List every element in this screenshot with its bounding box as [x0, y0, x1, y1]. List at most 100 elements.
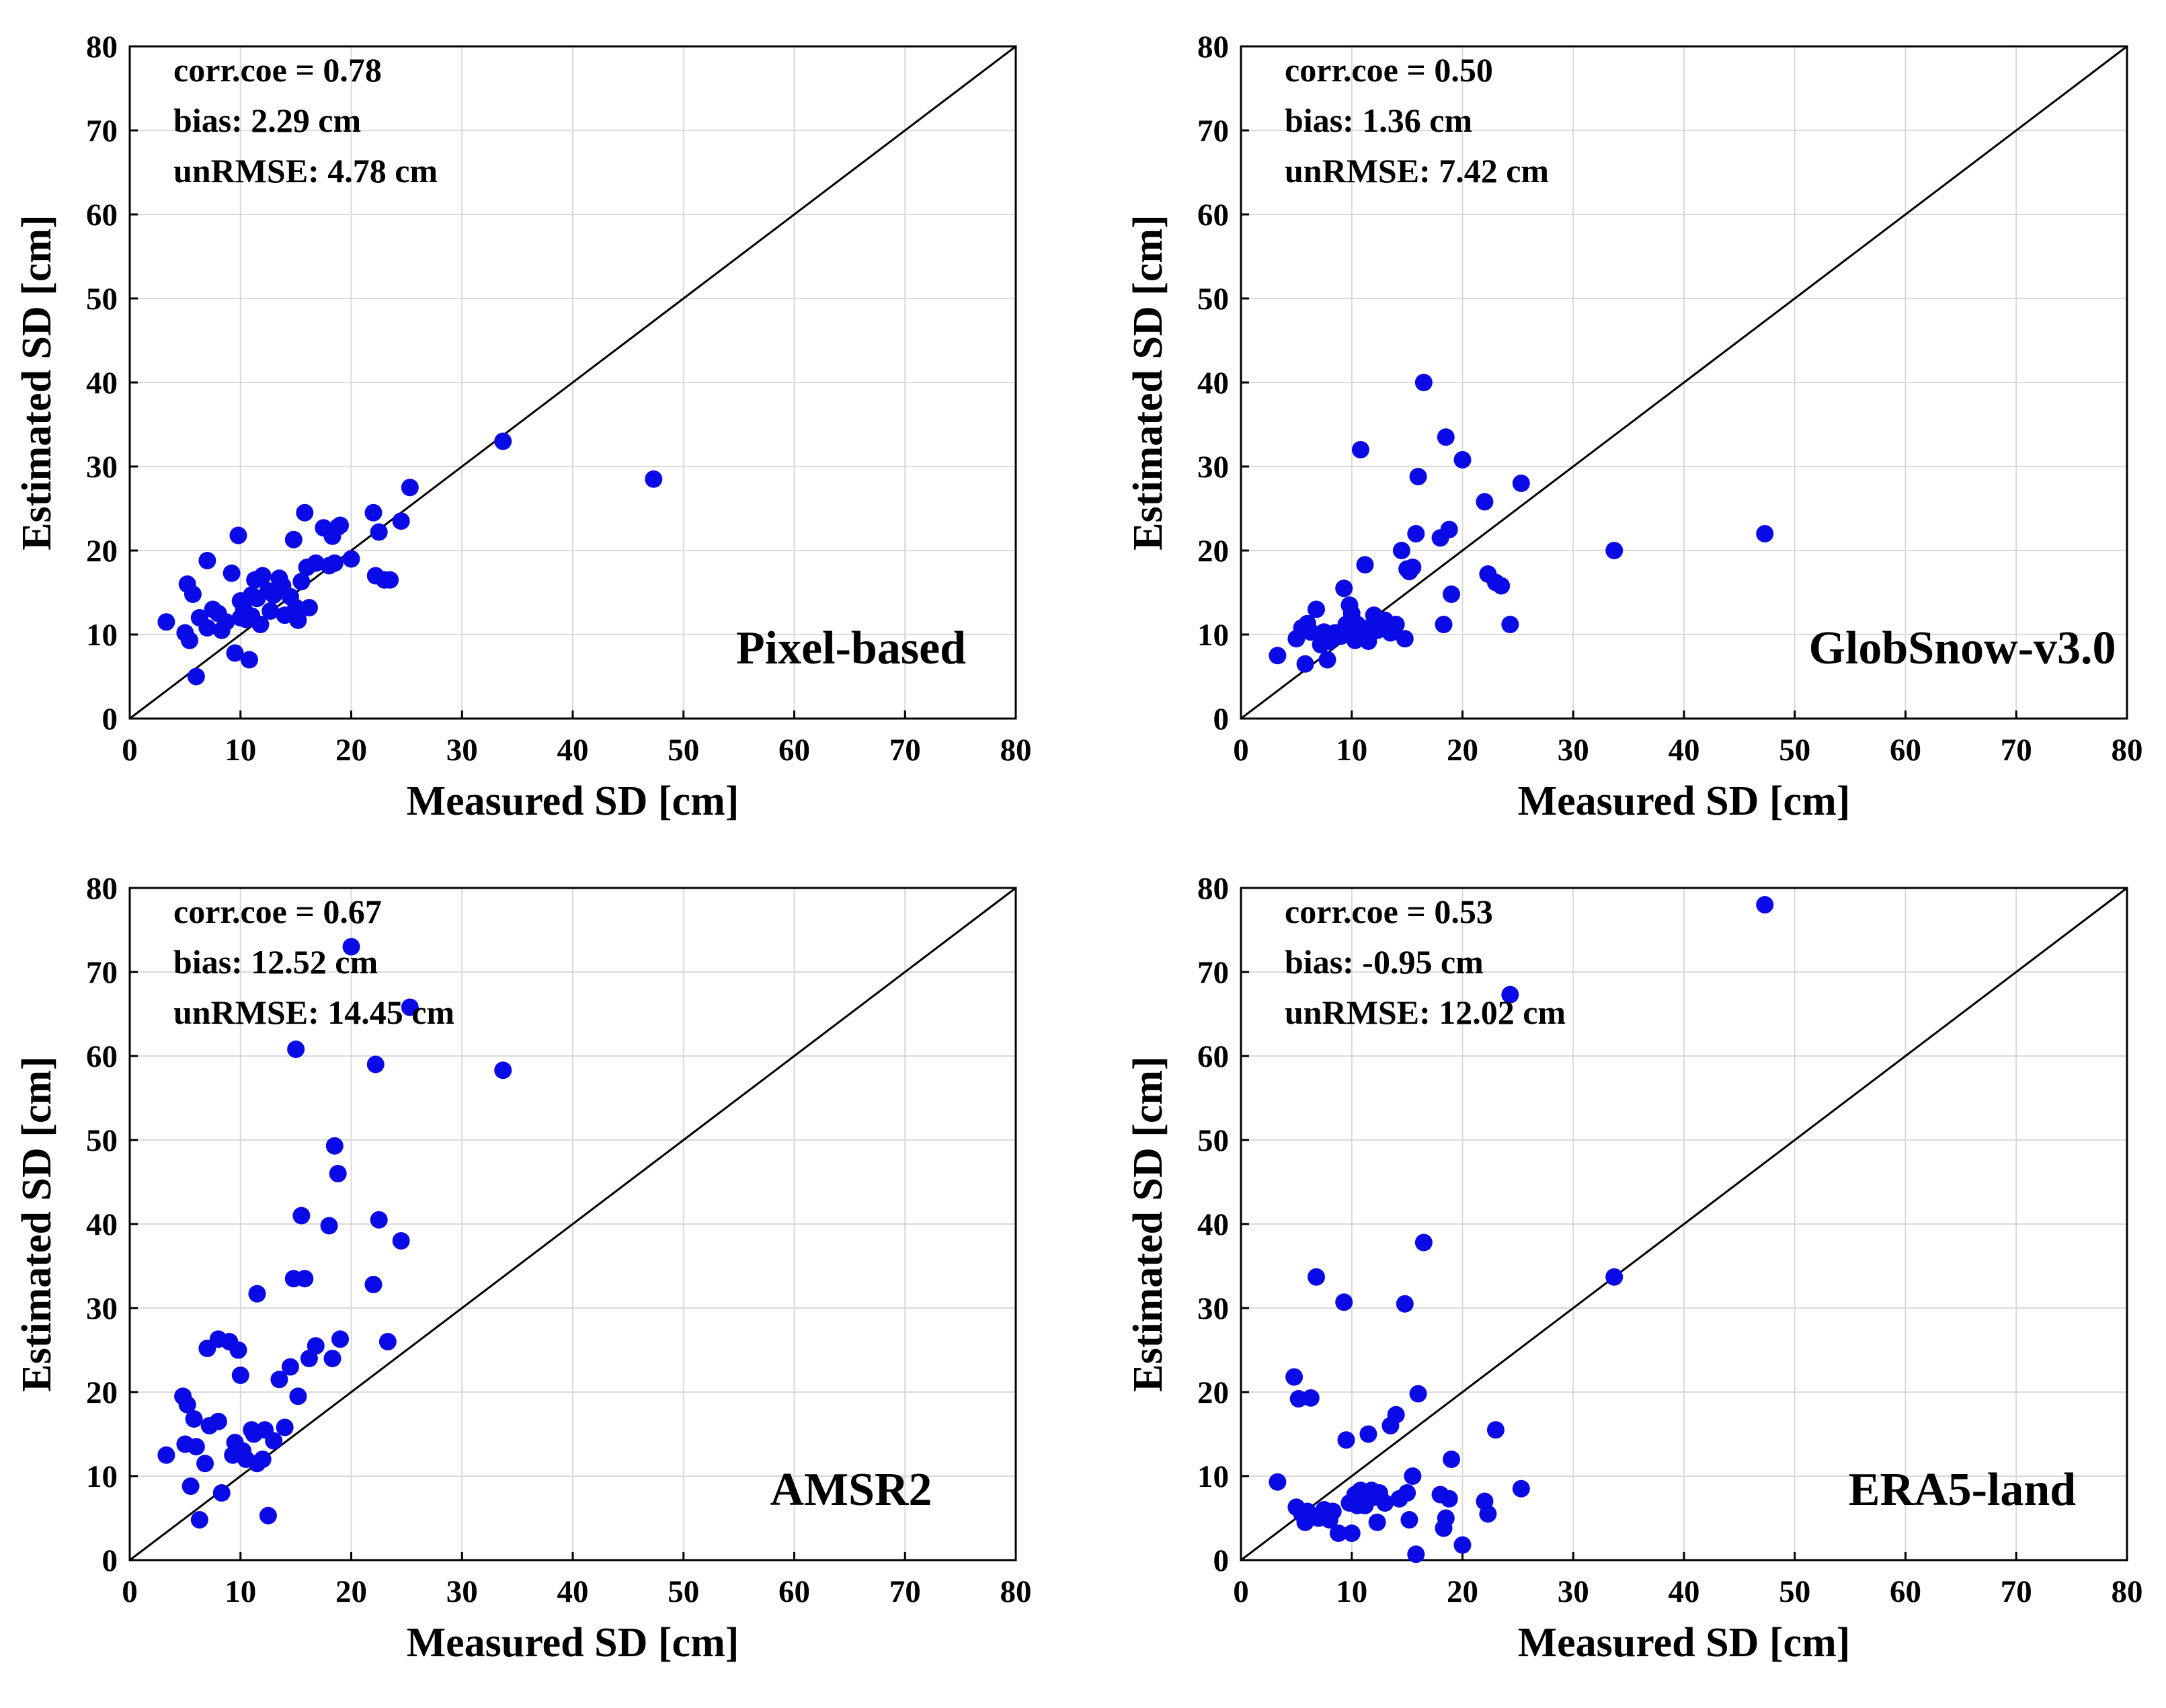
data-point [1368, 1513, 1386, 1531]
y-tick-label: 40 [86, 366, 118, 401]
y-tick-label: 50 [1197, 282, 1229, 317]
data-point [240, 651, 258, 669]
data-point [187, 1438, 205, 1456]
y-tick-label: 10 [86, 618, 118, 653]
data-point [1359, 1425, 1377, 1443]
data-point [1324, 1502, 1342, 1520]
data-point [1335, 1293, 1353, 1311]
data-point [1387, 1406, 1405, 1424]
data-point [270, 1371, 288, 1389]
data-point [284, 530, 303, 548]
data-point [296, 1270, 314, 1288]
data-point [1756, 525, 1774, 542]
panel-pixel-based: 00 10 10 20 20 30 30 40 40 50 50 60 60 70 70 80 80 Measur… [14, 30, 1032, 824]
data-point [1351, 441, 1369, 458]
data-point [178, 1395, 196, 1414]
y-tick-label: 30 [86, 1291, 118, 1326]
y-tick-label: 60 [86, 198, 118, 233]
data-point [1435, 616, 1453, 633]
data-point [323, 1350, 342, 1367]
data-point [1443, 1451, 1461, 1468]
x-tick-label: 80 [1000, 1574, 1032, 1609]
data-point [1400, 1511, 1418, 1529]
data-point [184, 585, 202, 603]
y-tick-label: 0 [102, 702, 118, 737]
y-tick-label: 40 [86, 1207, 118, 1242]
y-tick-label: 70 [1197, 114, 1229, 149]
x-tick-label: 70 [889, 1574, 921, 1609]
y-tick-label: 80 [1197, 871, 1229, 906]
y-tick-label: 30 [1197, 450, 1229, 485]
y-tick-label: 60 [1197, 198, 1229, 233]
x-tick-label: 70 [2001, 733, 2032, 768]
x-tick-label: 10 [225, 1574, 256, 1609]
panel-amsr2: 00 10 10 20 20 30 30 40 40 50 50 60 60 70 70 80 80 Measur… [14, 871, 1032, 1666]
y-tick-label: 30 [1197, 1291, 1229, 1326]
data-point [1501, 985, 1519, 1004]
data-point [198, 619, 216, 637]
data-point [276, 1418, 294, 1436]
data-point [1453, 1536, 1472, 1554]
data-point [1414, 374, 1433, 391]
x-tick-label: 80 [2112, 733, 2143, 768]
data-point [289, 611, 307, 629]
y-tick-label: 50 [86, 282, 118, 317]
y-tick-label: 40 [1197, 366, 1229, 401]
one-to-one-line [1240, 45, 2128, 720]
stat-text: corr.coe = 0.78 [173, 51, 382, 89]
data-point [287, 1041, 305, 1058]
y-tick-label: 40 [1197, 1207, 1229, 1242]
x-tick-label: 70 [889, 733, 921, 768]
data-point [231, 1367, 249, 1384]
data-point [1396, 1295, 1414, 1313]
data-point [1387, 616, 1405, 633]
data-point [292, 573, 311, 591]
x-axis-label: Measured SD [cm] [407, 1620, 739, 1666]
data-point [325, 1137, 344, 1155]
y-tick-label: 30 [86, 450, 118, 485]
stat-text: unRMSE: 12.02 cm [1285, 993, 1566, 1031]
y-axis-label: Estimated SD [cm] [14, 214, 60, 550]
data-point [1486, 1421, 1505, 1439]
data-point [392, 512, 410, 530]
data-point [1269, 1473, 1287, 1491]
data-point [329, 1165, 347, 1182]
data-point [1512, 1479, 1530, 1498]
x-tick-label: 10 [1336, 1574, 1367, 1609]
y-tick-label: 80 [1197, 30, 1229, 65]
data-point [1437, 428, 1455, 446]
data-point [262, 602, 280, 620]
y-tick-label: 0 [1213, 702, 1230, 737]
x-tick-label: 0 [1233, 733, 1249, 768]
data-point [1318, 651, 1336, 669]
data-point [1376, 1494, 1394, 1512]
data-point [229, 526, 247, 544]
data-point [1398, 1484, 1416, 1502]
y-tick-label: 60 [86, 1039, 118, 1074]
data-point [1335, 579, 1353, 598]
data-point [1329, 1524, 1347, 1542]
x-axis-label: Measured SD [cm] [1518, 778, 1851, 824]
x-tick-label: 20 [335, 1574, 367, 1609]
data-point [1605, 542, 1623, 559]
data-point [185, 1410, 203, 1428]
x-tick-label: 0 [1233, 1574, 1249, 1609]
x-tick-label: 30 [1558, 1574, 1589, 1609]
data-point [1301, 623, 1320, 641]
data-point [370, 1211, 388, 1229]
data-point [645, 470, 663, 488]
data-point [1409, 1385, 1427, 1403]
panel-globsnow: 00 10 10 20 20 30 30 40 40 50 50 60 60 70 70 80 80 Measur… [1125, 30, 2143, 824]
x-tick-label: 20 [1447, 733, 1478, 768]
data-point [494, 432, 512, 450]
data-point [157, 613, 175, 631]
x-tick-label: 40 [1669, 1574, 1700, 1609]
y-tick-label: 0 [102, 1543, 118, 1578]
y-tick-label: 70 [1197, 955, 1229, 990]
data-point [331, 516, 350, 534]
data-point [364, 503, 383, 522]
data-point [1443, 585, 1461, 603]
stat-text: bias: 12.52 cm [173, 943, 378, 981]
y-tick-label: 20 [86, 1375, 118, 1410]
